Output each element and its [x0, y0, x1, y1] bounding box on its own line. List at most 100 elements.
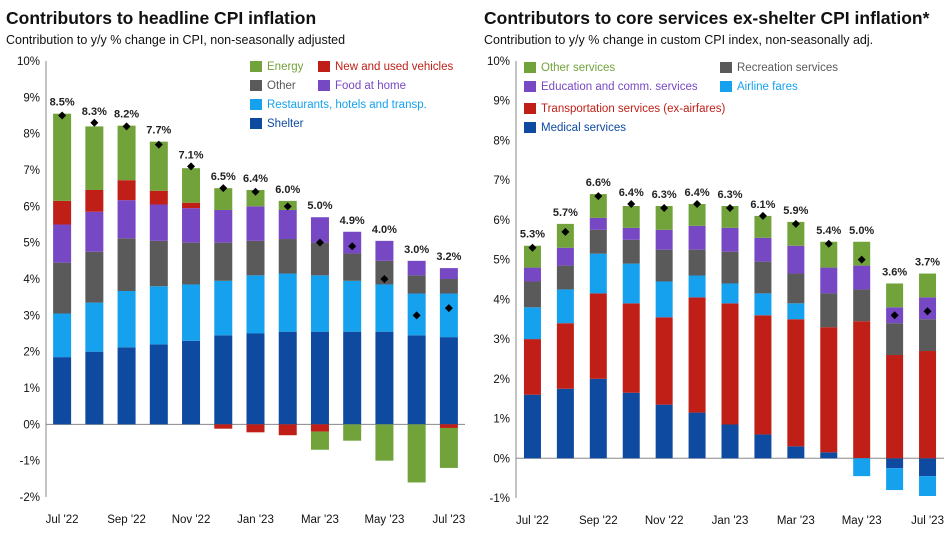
headline-label: 6.6% [586, 177, 611, 189]
bar-segment-shelter [278, 331, 297, 425]
legend-swatch [524, 81, 536, 92]
bar-segment-restaurants-hotels-and-transp [246, 275, 265, 334]
bar-segment-recreation-services [622, 239, 640, 264]
headline-label: 6.3% [652, 189, 677, 201]
bar-segment-education-and-comm-services [556, 247, 574, 266]
legend-label: Airline fares [737, 81, 798, 93]
y-tick-label: 3% [493, 334, 510, 346]
bar-segment-other [182, 242, 201, 285]
bar-segment-recreation-services [754, 261, 772, 294]
headline-marker [890, 311, 899, 320]
bar-segment-transportation-services-ex-airfares [622, 303, 640, 393]
bar-segment-recreation-services [688, 249, 706, 276]
legend-label: Food at home [335, 80, 406, 92]
bar-segment-education-and-comm-services [688, 225, 706, 250]
bar-segment-airline-fares [589, 253, 607, 294]
headline-cpi-panel: Contributors to headline CPI inflation C… [0, 0, 470, 559]
bar-segment-restaurants-hotels-and-transp [85, 302, 104, 352]
bar-segment-shelter [407, 335, 426, 425]
bar-segment-energy [117, 125, 136, 181]
headline-marker [923, 307, 932, 316]
bar-segment-food-at-home [149, 204, 168, 241]
y-tick-label: 0% [23, 419, 40, 431]
y-tick-label: 3% [23, 310, 40, 322]
bar-segment-other [278, 239, 297, 274]
headline-marker [726, 203, 734, 212]
bar-segment-restaurants-hotels-and-transp [375, 284, 394, 332]
bar-segment-other-services [688, 204, 706, 226]
bar-segment-airline-fares [556, 289, 574, 324]
headline-marker [561, 227, 570, 236]
bar-segment-energy [310, 431, 329, 450]
bar-segment-medical-services [886, 458, 904, 469]
bar-segment-food-at-home [117, 200, 136, 239]
bar-segment-airline-fares [655, 281, 673, 318]
bar-segment-recreation-services [787, 273, 805, 304]
x-tick-label: May '23 [364, 514, 404, 526]
bar-segment-new-and-used-vehicles [214, 424, 233, 429]
bar-segment-airline-fares [523, 307, 541, 340]
bar-segment-energy [53, 113, 72, 201]
bar-segment-shelter [375, 331, 394, 425]
headline-marker [412, 311, 421, 320]
y-tick-label: 10% [17, 56, 40, 68]
x-tick-label: Jul '22 [516, 515, 549, 527]
headline-marker [122, 122, 131, 131]
bar-segment-education-and-comm-services [655, 229, 673, 250]
bar-segment-airline-fares [688, 275, 706, 298]
headline-marker [251, 187, 260, 196]
headline-marker [627, 200, 636, 209]
legend-swatch [250, 118, 262, 129]
x-tick-label: Sep '22 [107, 514, 146, 526]
headline-label: 7.7% [146, 125, 171, 137]
headline-marker [758, 211, 767, 220]
bar-segment-energy [85, 126, 104, 190]
headline-label: 6.0% [275, 184, 300, 196]
bar-segment-food-at-home [85, 211, 104, 252]
legend-swatch [524, 62, 536, 73]
bar-segment-other-services [754, 215, 772, 238]
y-tick-label: 5% [493, 255, 510, 267]
bar-segment-airline-fares [886, 468, 904, 491]
x-tick-label: May '23 [842, 515, 882, 527]
chart-title: Contributors to core services ex-shelter… [484, 8, 930, 28]
legend-swatch [250, 61, 262, 72]
bar-segment-recreation-services [853, 289, 871, 322]
bar-segment-shelter [439, 337, 458, 425]
bar-segment-restaurants-hotels-and-transp [439, 293, 458, 338]
bar-segment-energy [343, 424, 362, 441]
bar-segment-transportation-services-ex-airfares [589, 293, 607, 379]
bar-segment-new-and-used-vehicles [85, 189, 104, 212]
bar-segment-food-at-home [439, 268, 458, 279]
bar-segment-airline-fares [787, 303, 805, 320]
legend-label: Education and comm. services [541, 81, 698, 93]
chart-subtitle: Contribution to y/y % change in custom C… [484, 33, 874, 47]
y-tick-label: 2% [493, 374, 510, 386]
headline-marker [380, 275, 389, 283]
bar-segment-medical-services [754, 434, 772, 459]
y-tick-label: 6% [23, 201, 40, 213]
y-tick-label: 9% [493, 96, 510, 108]
bar-segment-other-services [820, 241, 838, 268]
bar-segment-medical-services [556, 388, 574, 459]
bar-segment-shelter [246, 333, 265, 425]
bar-segment-other-services [721, 206, 739, 228]
bar-segment-restaurants-hotels-and-transp [278, 273, 297, 332]
x-tick-label: Mar '23 [301, 514, 339, 526]
headline-label: 5.0% [307, 200, 332, 212]
legend-swatch [250, 99, 262, 110]
x-tick-label: Nov '22 [645, 515, 684, 527]
bar-segment-food-at-home [246, 206, 265, 241]
legend-label: Other [267, 80, 296, 92]
bar-segment-other [117, 238, 136, 291]
bar-segment-recreation-services [919, 319, 937, 352]
bar-segment-shelter [85, 351, 104, 425]
legend-swatch [524, 103, 536, 114]
bar-segment-airline-fares [919, 476, 937, 497]
bar-segment-other-services [622, 206, 640, 228]
bar-segment-recreation-services [721, 251, 739, 284]
bar-segment-new-and-used-vehicles [53, 200, 72, 225]
legend-label: New and used vehicles [335, 61, 454, 73]
legend-background [518, 62, 910, 142]
bar-segment-education-and-comm-services [754, 237, 772, 262]
